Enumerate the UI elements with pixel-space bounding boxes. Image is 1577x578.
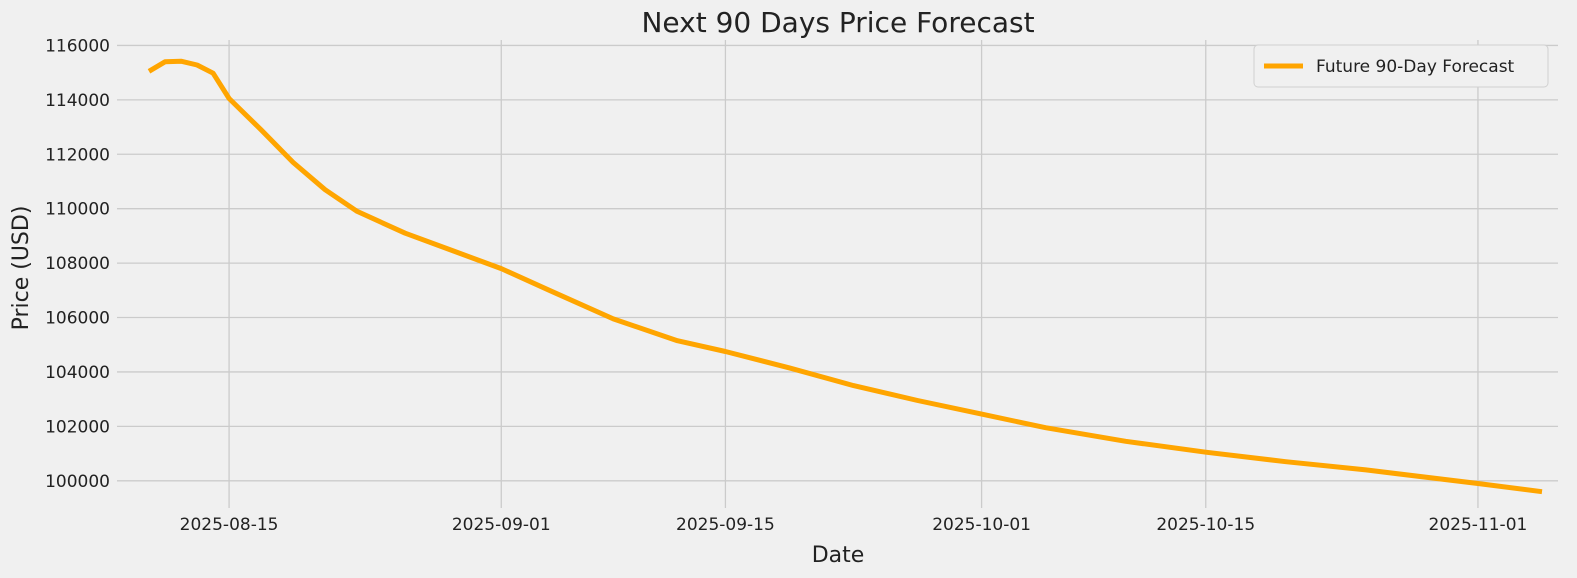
legend-box bbox=[1253, 44, 1549, 88]
series-lines bbox=[147, 58, 1543, 495]
y-tick-label-3: 106000 bbox=[45, 309, 110, 329]
series-line-0 bbox=[147, 58, 1543, 495]
legend-label: Future 90-Day Forecast bbox=[1316, 57, 1515, 77]
grid bbox=[117, 40, 1558, 508]
legend: Future 90-Day Forecast bbox=[1253, 44, 1549, 88]
y-tick-label-6: 112000 bbox=[45, 145, 110, 165]
y-tick-label-5: 110000 bbox=[45, 200, 110, 220]
y-tick-label-1: 102000 bbox=[45, 417, 110, 437]
x-tick-label-3: 2025-10-01 bbox=[932, 515, 1031, 535]
x-tick-label-2: 2025-09-15 bbox=[676, 515, 775, 535]
chart-title: Next 90 Days Price Forecast bbox=[641, 6, 1034, 39]
y-tick-label-4: 108000 bbox=[45, 254, 110, 274]
x-tick-label-1: 2025-09-01 bbox=[452, 515, 551, 535]
y-tick-label-7: 114000 bbox=[45, 91, 110, 111]
y-axis-ticks: 100000 102000 104000 106000 108000 110000 1120… bbox=[45, 36, 110, 491]
x-tick-label-4: 2025-10-15 bbox=[1156, 515, 1255, 535]
y-axis-label: Price (USD) bbox=[9, 206, 34, 331]
y-tick-label-2: 104000 bbox=[45, 363, 110, 383]
x-tick-label-5: 2025-11-01 bbox=[1429, 515, 1528, 535]
x-axis-ticks: 2025-08-15 2025-09-01 2025-09-15 2025-10-01… bbox=[180, 515, 1528, 535]
y-tick-label-8: 116000 bbox=[45, 36, 110, 56]
x-tick-label-0: 2025-08-15 bbox=[180, 515, 279, 535]
y-tick-label-0: 100000 bbox=[45, 472, 110, 492]
x-axis-label: Date bbox=[812, 543, 865, 568]
